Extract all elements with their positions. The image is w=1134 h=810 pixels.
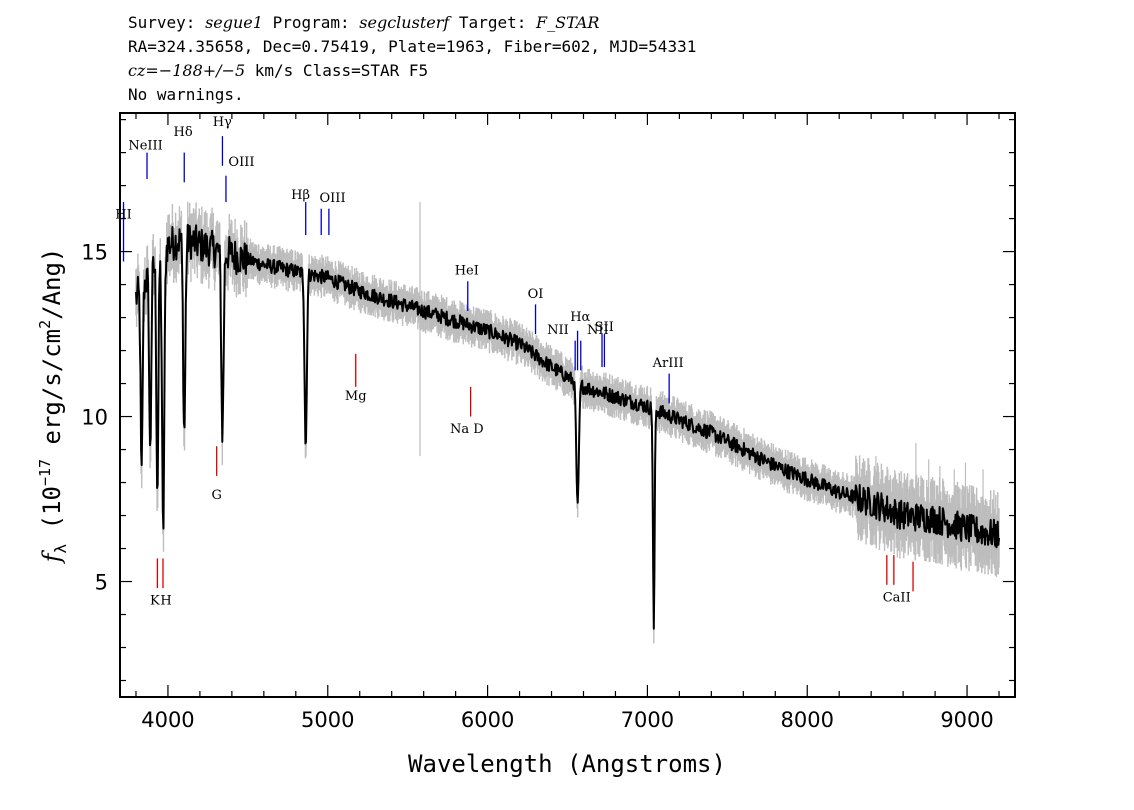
spectral-line-label: NII [587, 323, 609, 338]
y-axis-end: /Ang) [38, 248, 66, 320]
survey-value: segue1 [205, 13, 263, 32]
survey-label: Survey: [128, 13, 195, 32]
y-tick-label: 5 [95, 571, 108, 595]
spectral-line-label: Hβ [291, 188, 310, 203]
x-tick-label: 4000 [141, 708, 194, 732]
spectral-line-label: G [211, 488, 221, 503]
y-axis-lambda: λ [51, 543, 70, 553]
spectral-line-label: H [160, 594, 171, 609]
spectral-line-label: ArIII [652, 356, 684, 371]
spectral-line-label: Mg [345, 389, 367, 404]
redshift-value: cz=−188+/−5 [128, 61, 245, 80]
x-tick-label: 7000 [621, 708, 674, 732]
spectral-line-label: K [150, 594, 160, 609]
y-axis-exp17: −17 [36, 459, 54, 486]
flux-series-line [135, 223, 1000, 630]
spectral-line-label: NeIII [128, 138, 162, 153]
axis-ticks: 4000 5000 6000 7000 8000 9000 5 10 15 [81, 113, 1015, 732]
header-line-1: Survey: segue1 Program: segclusterf Targ… [128, 13, 599, 32]
class-value: km/s Class=STAR F5 [255, 61, 428, 80]
plot-frame [119, 112, 1016, 698]
spectral-line-label: OI [528, 287, 544, 302]
header-line-3: cz=−188+/−5 km/s Class=STAR F5 [128, 61, 428, 80]
program-label: Program: [273, 13, 350, 32]
spectral-line-label: OIII [320, 191, 346, 206]
spectral-line-label: Hγ [213, 115, 232, 130]
target-label: Target: [459, 13, 526, 32]
x-tick-label: 9000 [940, 708, 993, 732]
y-axis-exp2: 2 [36, 320, 54, 329]
error-band-layer [135, 201, 1000, 644]
header-line-4: No warnings. [128, 85, 244, 104]
flux-layer [135, 223, 1000, 630]
y-axis-title: fλ (10−17 erg/s/cm2/Ang) [36, 248, 70, 565]
x-axis-title: Wavelength (Angstroms) [408, 750, 726, 778]
target-value: F_STAR [535, 13, 599, 32]
spectral-line-label: Hδ [174, 125, 193, 140]
spectral-line-label: HeI [455, 264, 479, 279]
y-axis-open: (10 [38, 486, 66, 529]
y-axis-mid: erg/s/cm [38, 329, 66, 445]
spectral-line-label: CaII [883, 590, 911, 605]
spectral-line-label: HI [115, 208, 131, 223]
x-tick-label: 8000 [781, 708, 834, 732]
y-tick-label: 15 [81, 241, 108, 265]
y-tick-label: 10 [81, 406, 108, 430]
x-tick-label: 5000 [301, 708, 354, 732]
spectral-line-label: OIII [228, 155, 254, 170]
spectral-line-label: SII [595, 320, 614, 335]
chart-header: Survey: segue1 Program: segclusterf Targ… [128, 13, 696, 104]
spectral-line-label: Na D [450, 422, 484, 437]
x-tick-label: 6000 [461, 708, 514, 732]
spectral-line-label: Hα [570, 310, 590, 325]
program-value: segclusterf [359, 13, 452, 32]
header-line-2: RA=324.35658, Dec=0.75419, Plate=1963, F… [128, 37, 696, 56]
spectral-line-label: NII [547, 323, 569, 338]
